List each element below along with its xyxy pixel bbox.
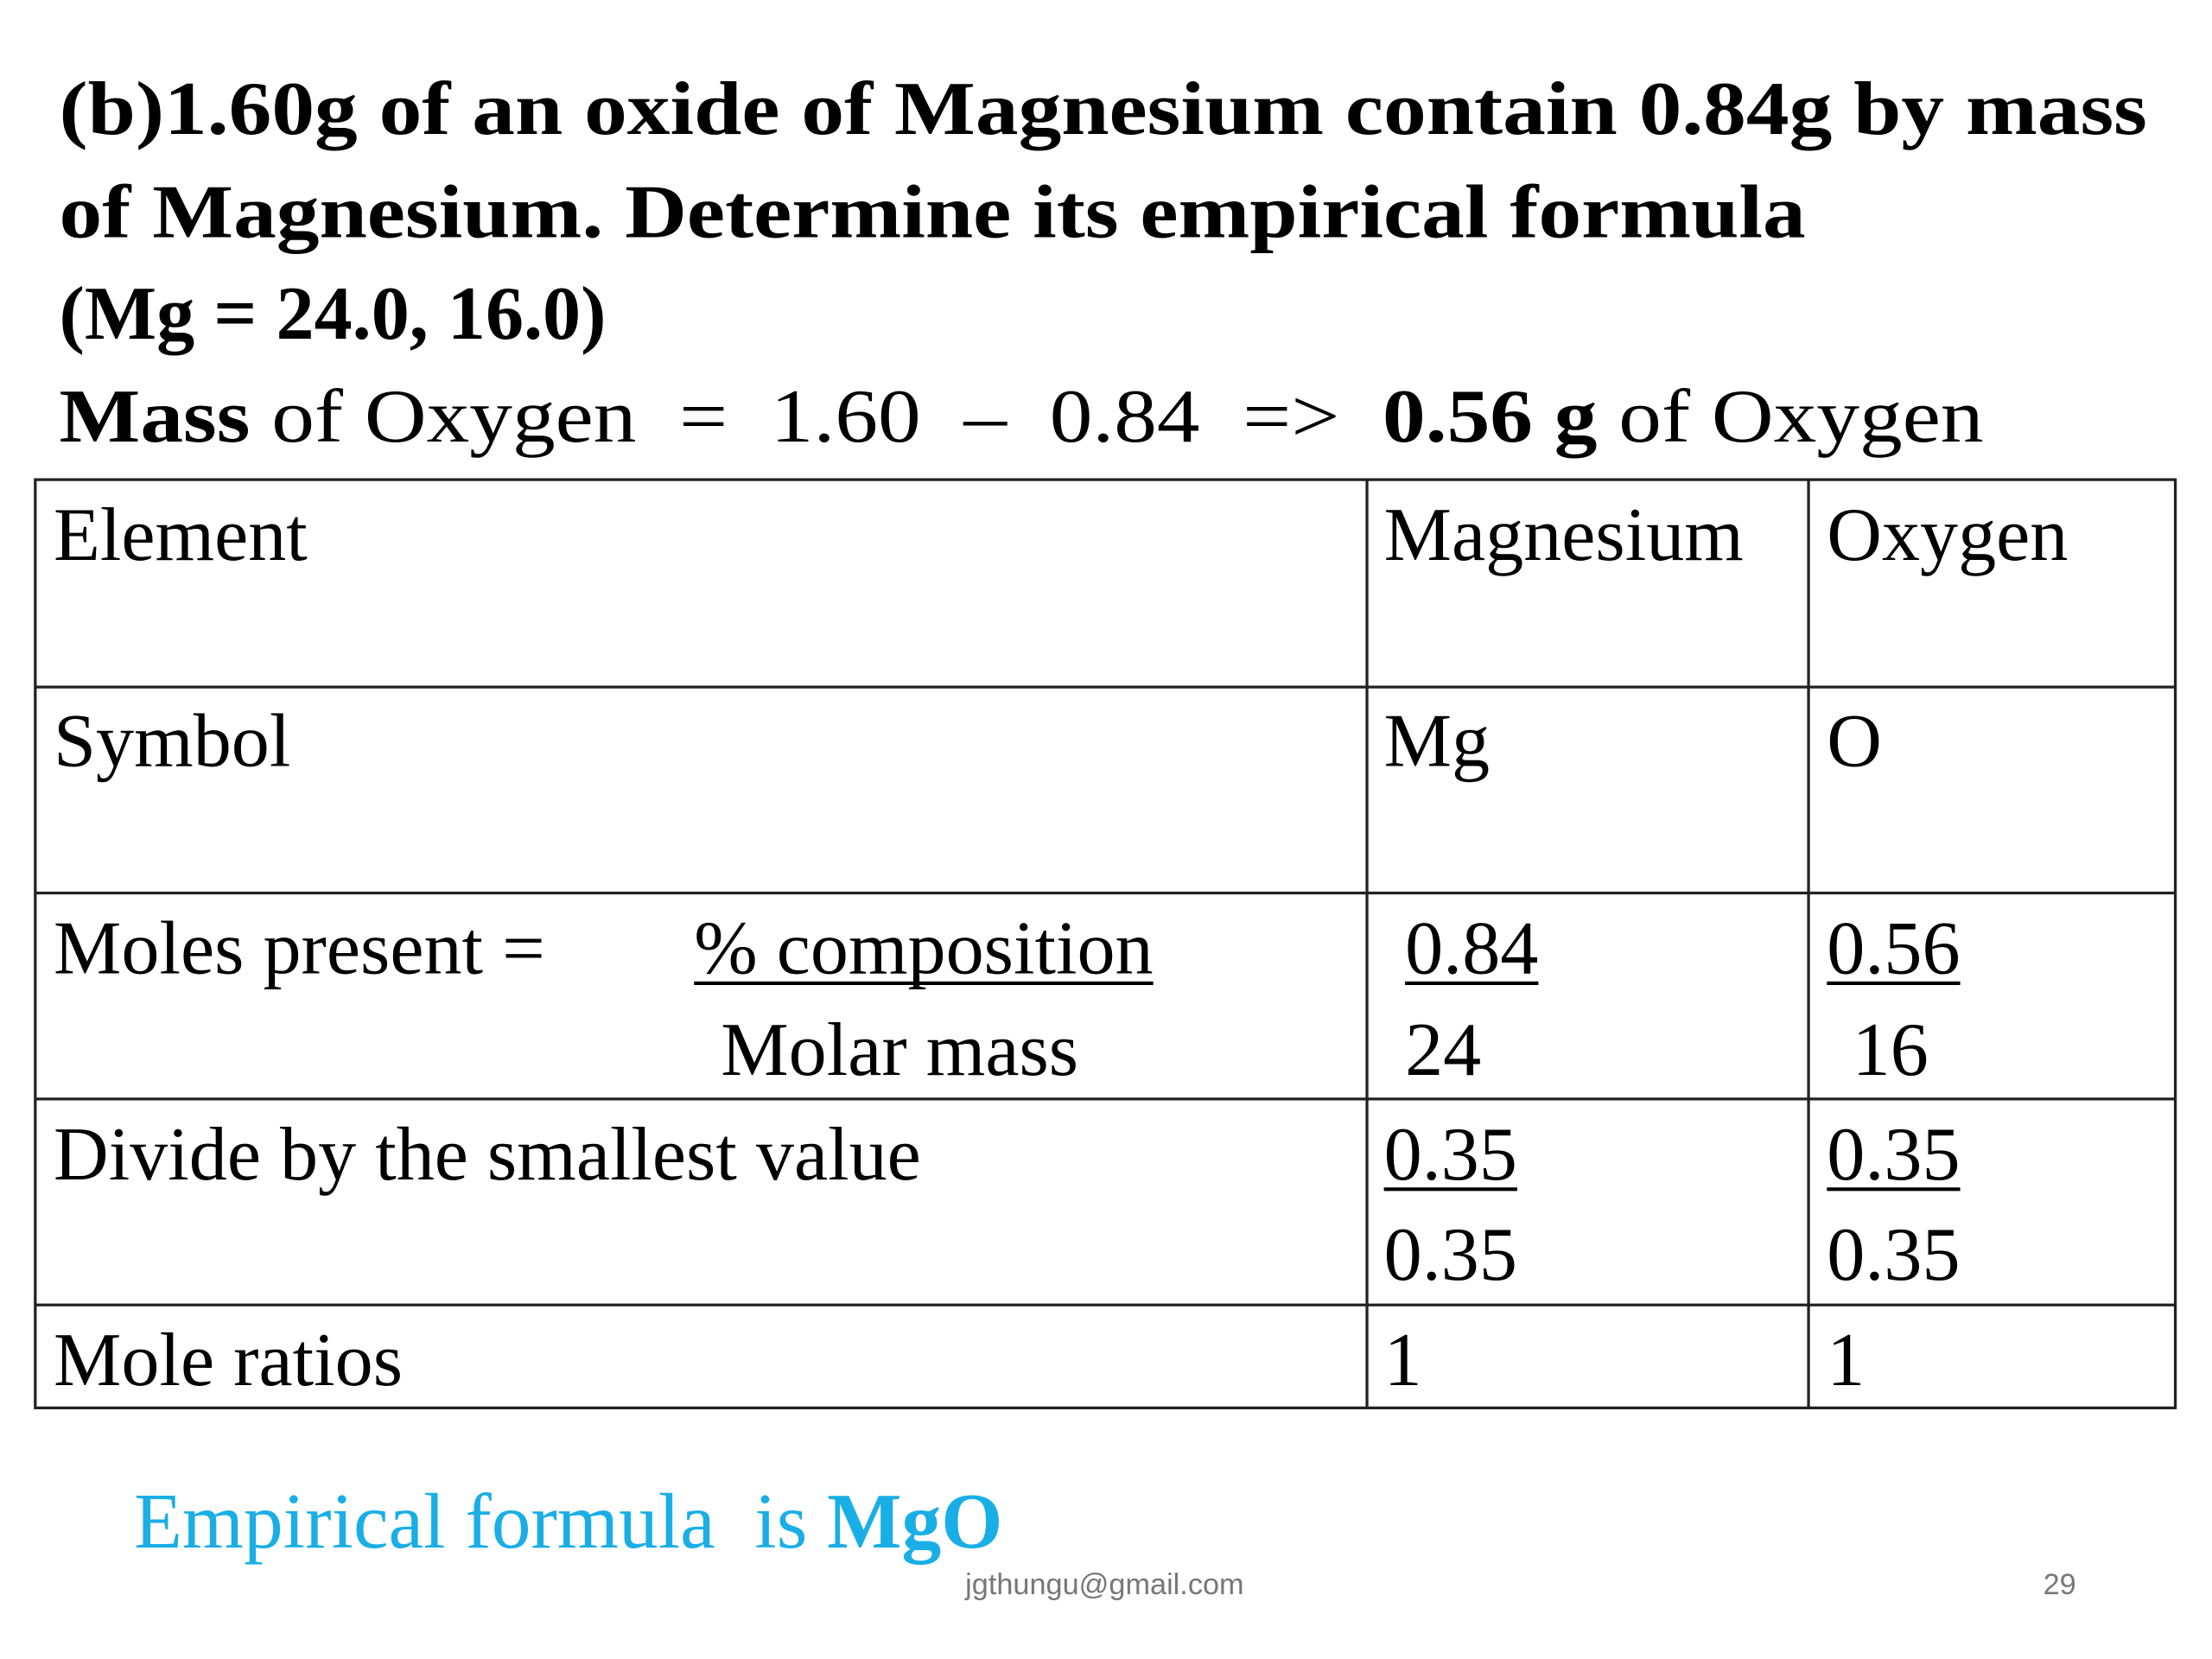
fraction-numerator: 0.35 (1384, 1112, 1517, 1197)
conclusion-formula: MgO (827, 1478, 1002, 1565)
table-cell: Symbol (54, 699, 290, 784)
fraction-denominator: 16 (1853, 1007, 1929, 1092)
heading-line: (Mg = 24.0, 16.0) (60, 271, 607, 356)
mass-line: Mass of Oxygen = 1.60 – 0.84 => 0.56 g o… (60, 374, 1984, 459)
mass-line-part: of Oxygen = 1.60 – 0.84 => (250, 374, 1382, 459)
fraction-numerator: 0.35 (1827, 1112, 1960, 1197)
footer-email: jgthungu@gmail.com (964, 1568, 1243, 1601)
page-number: 29 (2044, 1568, 2076, 1601)
table-cell: Mg (1384, 699, 1490, 784)
fraction-numerator: 0.56 (1827, 906, 1960, 991)
fraction-denominator: 0.35 (1827, 1212, 1960, 1297)
table-cell: Element (54, 493, 308, 577)
fraction-denominator: Molar mass (721, 1007, 1078, 1092)
fraction-denominator: 0.35 (1384, 1212, 1517, 1297)
table-cell-label: Moles present = (54, 906, 545, 991)
table-cell: 1 (1827, 1318, 1865, 1402)
table-cell: Divide by the smallest value (54, 1112, 921, 1197)
table-cell: O (1827, 699, 1882, 784)
fraction-numerator: % composition (694, 906, 1153, 991)
conclusion: Empirical formula is MgO (134, 1478, 1002, 1565)
fraction-numerator: 0.84 (1405, 906, 1538, 991)
table-cell: Oxygen (1827, 493, 2068, 577)
table-grid (34, 478, 2177, 1410)
fraction-denominator: 24 (1405, 1007, 1481, 1092)
table-cell: Mole ratios (54, 1318, 403, 1402)
mass-line-part: Mass (60, 374, 251, 459)
heading-line: (b)1.60g of an oxide of Magnesium contai… (60, 67, 2147, 151)
mass-line-part: 0.56 g (1382, 374, 1597, 459)
heading-line: of Magnesium. Determine its empirical fo… (60, 169, 1806, 254)
table-cell: 1 (1384, 1318, 1422, 1402)
mass-line-part: of Oxygen (1597, 374, 1983, 459)
conclusion-text: Empirical formula is (134, 1478, 827, 1565)
table-cell: Magnesium (1384, 493, 1744, 577)
